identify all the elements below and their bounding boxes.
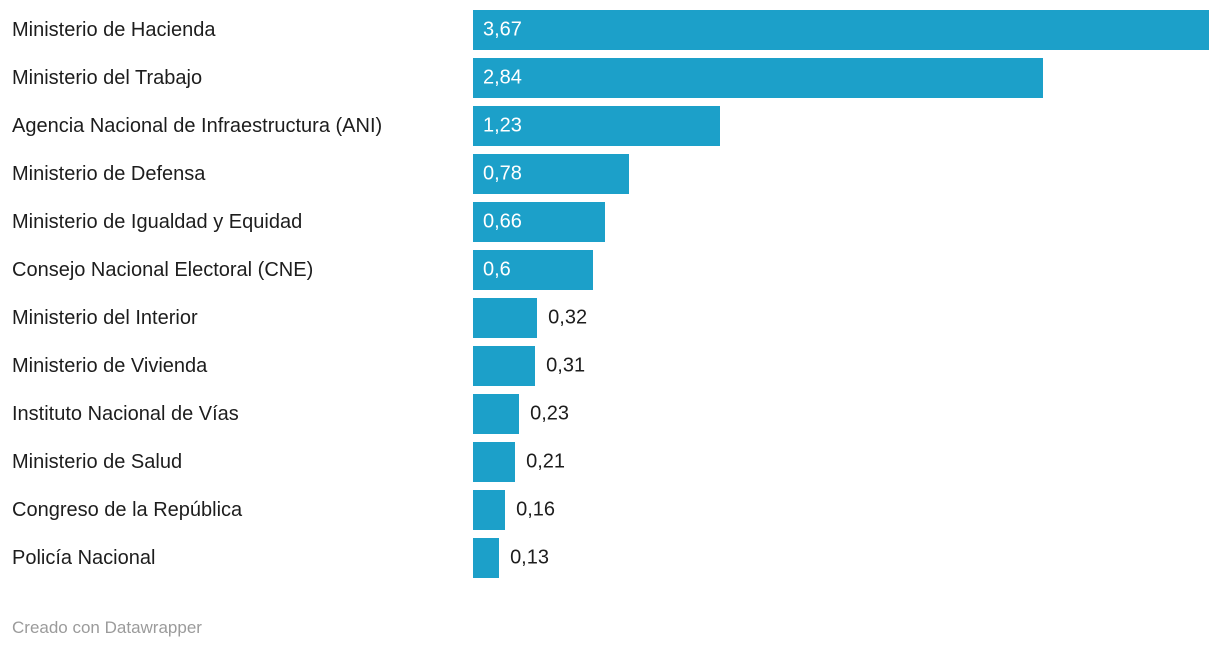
bar: 3,67 xyxy=(473,10,1209,50)
bar-track: 0,32 xyxy=(473,298,1209,338)
chart-footer: Creado con Datawrapper xyxy=(12,618,1209,638)
bar-value-label: 0,31 xyxy=(546,354,586,377)
bar: 0,31 xyxy=(473,346,585,386)
category-label: Policía Nacional xyxy=(12,547,156,569)
bar: 0,13 xyxy=(473,538,549,578)
bar-track: 2,84 xyxy=(473,58,1209,98)
bar-value-label: 2,84 xyxy=(483,66,522,89)
bar-track: 0,13 xyxy=(473,538,1209,578)
bar-rows: Ministerio de Hacienda 3,67 Ministerio d… xyxy=(12,6,1209,582)
bar-track: 0,31 xyxy=(473,346,1209,386)
bar-value-label: 0,21 xyxy=(526,450,566,473)
bar-value-label: 1,23 xyxy=(483,114,522,137)
bar-track: 0,78 xyxy=(473,154,1209,194)
bar-value-label: 3,67 xyxy=(483,18,522,41)
bar-row: Ministerio del Trabajo 2,84 xyxy=(12,54,1209,102)
bar-row: Agencia Nacional de Infraestructura (ANI… xyxy=(12,102,1209,150)
category-label: Ministerio de Igualdad y Equidad xyxy=(12,211,303,233)
category-label: Ministerio de Salud xyxy=(12,451,183,473)
bar-track: 0,21 xyxy=(473,442,1209,482)
bar: 2,84 xyxy=(473,58,1043,98)
category-label: Ministerio del Trabajo xyxy=(12,67,203,89)
bar: 0,6 xyxy=(473,250,594,290)
category-label: Congreso de la República xyxy=(12,499,243,521)
credit-text: Creado con Datawrapper xyxy=(12,618,202,637)
bar-row: Ministerio de Vivienda 0,31 xyxy=(12,342,1209,390)
bar-track: 0,66 xyxy=(473,202,1209,242)
bar: 0,21 xyxy=(473,442,565,482)
bar-chart: Ministerio de Hacienda 3,67 Ministerio d… xyxy=(12,6,1209,638)
bar-value-label: 0,13 xyxy=(510,546,549,569)
bar-value-label: 0,66 xyxy=(483,210,522,233)
bar-row: Ministerio de Defensa 0,78 xyxy=(12,150,1209,198)
bar: 0,78 xyxy=(473,154,630,194)
bar-track: 0,16 xyxy=(473,490,1209,530)
bar-value-label: 0,32 xyxy=(548,306,588,329)
category-label: Agencia Nacional de Infraestructura (ANI… xyxy=(12,115,383,137)
bar-row: Policía Nacional 0,13 xyxy=(12,534,1209,582)
bar-row: Ministerio de Igualdad y Equidad 0,66 xyxy=(12,198,1209,246)
bar-value-label: 0,23 xyxy=(530,402,570,425)
bar-row: Instituto Nacional de Vías 0,23 xyxy=(12,390,1209,438)
bar-value-label: 0,16 xyxy=(516,498,556,521)
category-label: Ministerio de Vivienda xyxy=(12,355,208,377)
bar-row: Ministerio del Interior 0,32 xyxy=(12,294,1209,342)
category-label: Ministerio de Defensa xyxy=(12,163,206,185)
bar-track: 3,67 xyxy=(473,10,1209,50)
bar-row: Ministerio de Salud 0,21 xyxy=(12,438,1209,486)
bar-value-label: 0,6 xyxy=(483,258,511,281)
bar: 0,32 xyxy=(473,298,587,338)
bar-track: 0,6 xyxy=(473,250,1209,290)
bar-row: Consejo Nacional Electoral (CNE) 0,6 xyxy=(12,246,1209,294)
bar: 0,66 xyxy=(473,202,606,242)
category-label: Instituto Nacional de Vías xyxy=(12,403,239,425)
bar-row: Congreso de la República 0,16 xyxy=(12,486,1209,534)
category-label: Ministerio de Hacienda xyxy=(12,19,216,41)
bar: 0,16 xyxy=(473,490,555,530)
bar: 0,23 xyxy=(473,394,569,434)
bar-row: Ministerio de Hacienda 3,67 xyxy=(12,6,1209,54)
bar-track: 1,23 xyxy=(473,106,1209,146)
bar: 1,23 xyxy=(473,106,720,146)
bar-value-label: 0,78 xyxy=(483,162,522,185)
bar-track: 0,23 xyxy=(473,394,1209,434)
category-label: Ministerio del Interior xyxy=(12,307,198,329)
category-label: Consejo Nacional Electoral (CNE) xyxy=(12,259,314,281)
